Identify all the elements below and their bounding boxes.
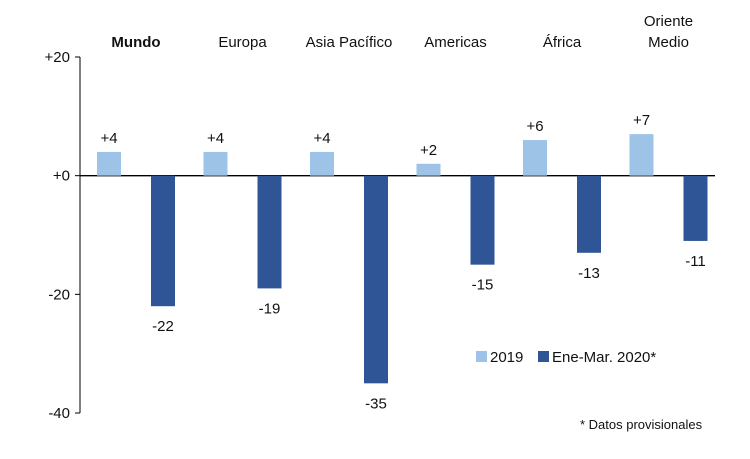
- bar-series1-3: [416, 163, 441, 176]
- bar-series1-4: [523, 140, 547, 176]
- data-label: +7: [633, 112, 650, 129]
- y-axis: +20 +0 -20 -40: [45, 49, 715, 422]
- bar-series1-2: [310, 151, 334, 176]
- data-label: -13: [578, 265, 600, 282]
- bar-series2-0: [151, 175, 175, 307]
- bar-series1-0: [97, 151, 121, 176]
- data-label: +2: [420, 142, 437, 159]
- category-label-line: Asia Pacífico: [306, 34, 393, 51]
- bar-series1-1: [203, 151, 228, 176]
- data-label: +4: [207, 130, 224, 147]
- category-label: Oriente Medio: [644, 13, 693, 51]
- data-label: -19: [259, 300, 281, 317]
- footnote: * Datos provisionales: [580, 417, 703, 432]
- data-label: -35: [365, 395, 387, 412]
- bar-series2-3: [470, 175, 495, 265]
- legend: 2019 Ene-Mar. 2020*: [476, 349, 656, 366]
- bar-series2-5: [683, 175, 708, 241]
- y-tick-label: +0: [53, 168, 70, 185]
- category-label-line: África: [543, 34, 582, 51]
- category-label: Asia Pacífico: [306, 34, 393, 51]
- category-label-line: Oriente: [644, 13, 693, 30]
- bar-series2-1: [257, 175, 282, 289]
- legend-swatch: [476, 351, 487, 362]
- data-labels: +4 -22 +4 -19 +4 -35 +2 -15 +6 -13 +7 -11: [100, 112, 705, 412]
- legend-label: Ene-Mar. 2020*: [552, 349, 656, 366]
- bar-series2-2: [364, 175, 388, 384]
- data-label: +4: [100, 130, 117, 147]
- data-label: -22: [152, 318, 174, 335]
- category-label-line: Americas: [424, 34, 487, 51]
- bar-series2-4: [577, 175, 601, 253]
- category-label-line: Europa: [218, 34, 267, 51]
- bar-series1-5: [629, 134, 654, 176]
- data-label: -11: [685, 253, 706, 270]
- category-label: África: [543, 34, 582, 51]
- data-label: -15: [472, 277, 494, 294]
- y-tick-label: -40: [48, 405, 70, 422]
- legend-label: 2019: [490, 349, 523, 366]
- legend-swatch: [538, 351, 549, 362]
- y-tick-label: +20: [45, 49, 70, 66]
- bars: [97, 134, 708, 384]
- data-label: +4: [313, 130, 330, 147]
- category-label: Americas: [424, 34, 487, 51]
- data-label: +6: [526, 118, 543, 135]
- category-label-line: Medio: [648, 34, 689, 51]
- category-labels: Mundo Europa Asia Pacífico Americas África Or…: [111, 13, 693, 51]
- y-tick-label: -20: [48, 286, 70, 303]
- category-label-line: Mundo: [111, 34, 160, 51]
- category-label: Mundo: [111, 34, 160, 51]
- category-label: Europa: [218, 34, 267, 51]
